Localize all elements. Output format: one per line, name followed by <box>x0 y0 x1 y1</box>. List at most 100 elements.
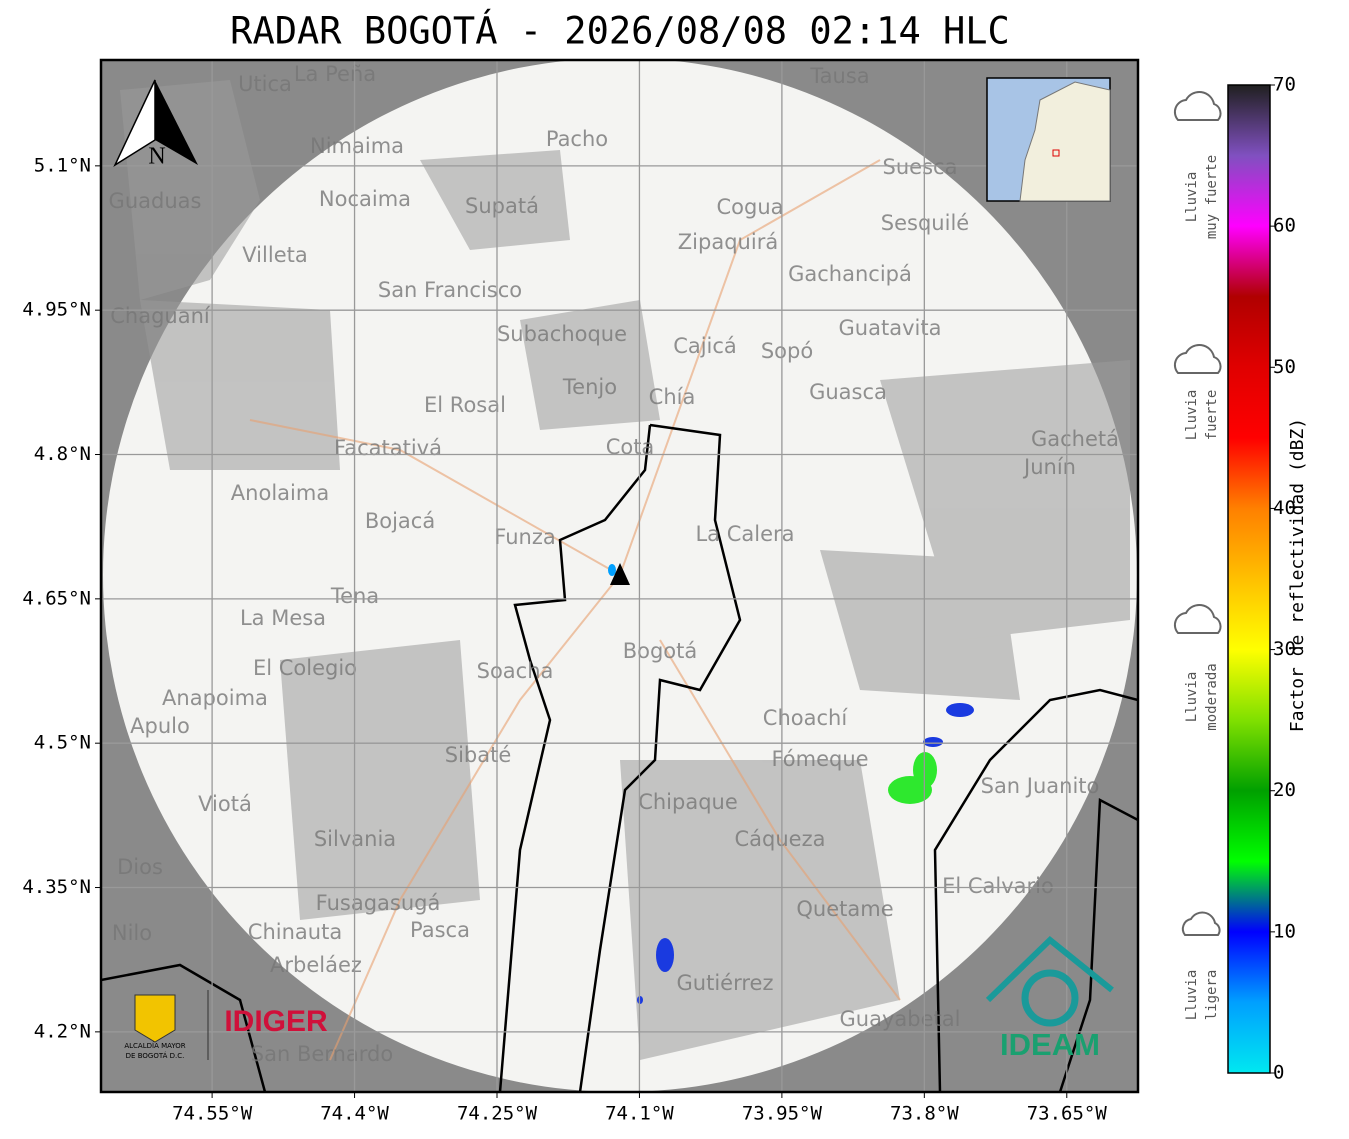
alcaldia-line: ALCALDÍA MAYOR <box>124 1041 185 1050</box>
place-label: Choachí <box>763 706 849 730</box>
colorbar-tick-label: 30 <box>1273 638 1296 660</box>
place-label: Pasca <box>410 918 470 942</box>
place-label: Chaguaní <box>110 304 211 328</box>
colorbar-label: Factor de reflectividad (dBZ) <box>1287 418 1308 732</box>
place-label: Tenjo <box>562 375 617 399</box>
radar-site <box>610 563 630 585</box>
colorbar-tick-label: 50 <box>1273 356 1296 378</box>
compass-right <box>155 80 198 165</box>
place-label: San Juanito <box>981 774 1100 798</box>
place-label: Gachetá <box>1031 427 1119 451</box>
place-label: San Bernardo <box>251 1042 393 1066</box>
y-tick-label: 4.2°N <box>34 1020 91 1042</box>
place-label: Dios <box>117 855 163 879</box>
place-label: Chinauta <box>248 920 342 944</box>
ideam-logo: IDEAM <box>1000 1027 1100 1062</box>
place-label: Nilo <box>112 921 152 945</box>
boundary <box>101 423 1138 1092</box>
place-label: Guayabetal <box>840 1007 961 1031</box>
place-label: Viotá <box>198 792 252 816</box>
colorbar-tick-label: 10 <box>1273 920 1296 942</box>
rain-category: Lluvia <box>1184 970 1200 1021</box>
radar-echoes <box>608 564 974 1004</box>
place-label: Sibaté <box>445 743 512 767</box>
rain-category: ligera <box>1204 970 1220 1021</box>
x-tick-label: 74.4°W <box>320 1103 389 1125</box>
place-label: Facatativá <box>334 436 442 460</box>
rain-category: moderada <box>1204 663 1220 730</box>
place-label: Gutiérrez <box>677 971 774 995</box>
place-label: Fómeque <box>771 747 868 771</box>
x-tick-label: 73.8°W <box>890 1103 959 1125</box>
rain-category: Lluvia <box>1184 390 1200 441</box>
y-tick-label: 4.8°N <box>34 443 91 465</box>
place-label: Gachancipá <box>788 262 912 286</box>
place-label: La Peña <box>294 62 376 86</box>
place-label: Guatavita <box>839 316 942 340</box>
place-label: Pacho <box>546 127 608 151</box>
place-label: El Rosal <box>424 393 506 417</box>
place-label: Guaduas <box>109 189 202 213</box>
place-label: Guasca <box>809 380 887 404</box>
ideam-swirl <box>1021 969 1079 1027</box>
place-label: Cajicá <box>673 334 737 358</box>
rain-category: Lluvia <box>1184 672 1200 723</box>
place-label: El Calvario <box>942 874 1054 898</box>
place-label: La Calera <box>695 522 794 546</box>
place-label: Sopó <box>761 339 813 363</box>
y-tick-label: 4.35°N <box>22 876 91 898</box>
alcaldia-line: DE BOGOTÁ D.C. <box>126 1051 185 1060</box>
place-label: Funza <box>494 525 555 549</box>
colorbar-tick-label: 60 <box>1273 215 1296 237</box>
colorbar-tick-label: 0 <box>1273 1062 1284 1084</box>
place-label: Cota <box>606 435 655 459</box>
place-label: Soacha <box>477 659 554 683</box>
roads <box>249 159 901 1061</box>
place-label: Zipaquirá <box>678 230 778 254</box>
map-frame <box>99 58 1140 1094</box>
place-label: Chipaque <box>638 790 738 814</box>
place-label: Anapoima <box>162 686 268 710</box>
colorbar <box>1227 84 1271 1074</box>
place-label: Fusagasugá <box>316 891 441 915</box>
x-tick-label: 73.65°W <box>1027 1103 1108 1125</box>
colorbar-tick-label: 40 <box>1273 497 1296 519</box>
place-label: Tausa <box>809 64 869 88</box>
place-label: Villeta <box>242 243 307 267</box>
y-tick-label: 4.5°N <box>34 732 91 754</box>
rain-category: muy fuerte <box>1204 155 1220 239</box>
place-label: Nocaima <box>319 187 411 211</box>
place-label: Quetame <box>796 897 893 921</box>
x-tick-label: 74.25°W <box>457 1103 538 1125</box>
place-label: Anolaima <box>231 481 329 505</box>
rain-category: Lluvia <box>1184 172 1200 223</box>
place-label: Subachoque <box>497 322 627 346</box>
place-label: San Francisco <box>378 278 522 302</box>
place-label: La Mesa <box>240 606 326 630</box>
place-label: Junín <box>1022 455 1076 479</box>
colorbar-tick-label: 20 <box>1273 779 1296 801</box>
title: RADAR BOGOTÁ - 2026/08/08 02:14 HLC <box>230 9 1010 53</box>
place-label: Suesca <box>883 155 958 179</box>
alcaldia-shield <box>134 994 176 1043</box>
place-label: Bogotá <box>623 639 698 663</box>
weather-icons <box>1173 90 1222 936</box>
x-tick-label: 73.95°W <box>742 1103 823 1125</box>
x-tick-label: 74.1°W <box>605 1103 674 1125</box>
place-label: Bojacá <box>365 509 435 533</box>
idiger-logo: IDIGER <box>224 1005 328 1038</box>
y-tick-label: 4.65°N <box>22 587 91 609</box>
place-label: Apulo <box>130 714 190 738</box>
inset-land <box>1019 81 1111 202</box>
inset-marker <box>1052 149 1060 157</box>
place-label: Cogua <box>716 195 783 219</box>
compass-label: N <box>148 144 165 170</box>
place-label: Chía <box>649 385 696 409</box>
place-label: Arbeláez <box>270 953 362 977</box>
x-tick-label: 74.55°W <box>172 1103 253 1125</box>
place-label: Utica <box>238 72 292 96</box>
colorbar-tick-label: 70 <box>1273 74 1296 96</box>
rain-category: fuerte <box>1204 390 1220 441</box>
